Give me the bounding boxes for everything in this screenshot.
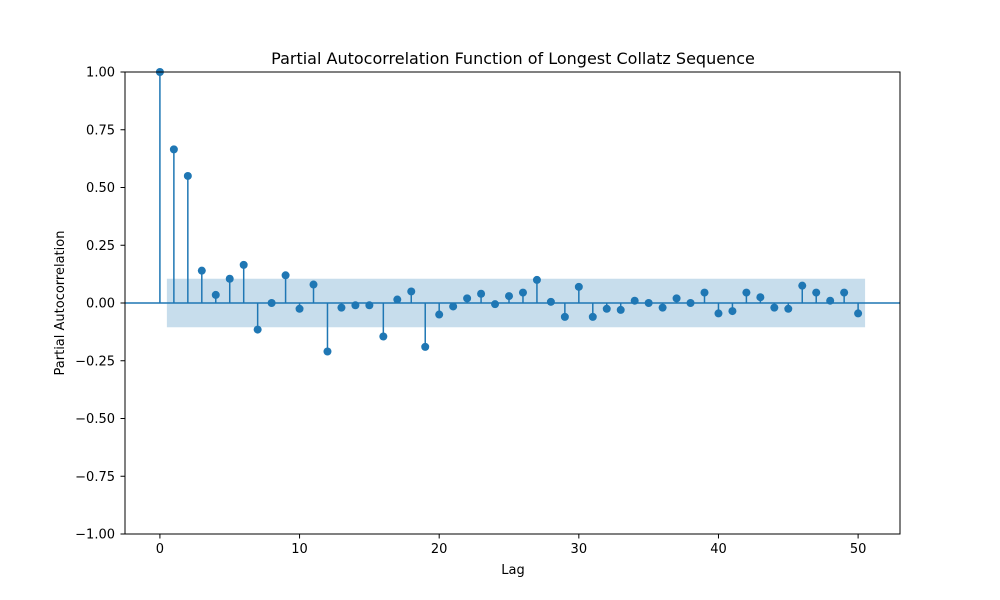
chart-title: Partial Autocorrelation Function of Long… — [271, 49, 755, 68]
x-tick-label: 10 — [291, 542, 308, 557]
tick-layer: 0 10 20 30 40 50 −1.00 −0.75 −0.50 −0.25 0.00 0.25 0… — [75, 66, 866, 558]
pacf-point — [840, 288, 849, 297]
pacf-point — [518, 288, 527, 297]
pacf-point — [463, 294, 472, 303]
pacf-point — [574, 282, 583, 291]
pacf-point — [183, 171, 192, 180]
y-axis-label: Partial Autocorrelation — [53, 231, 68, 376]
y-tick-label: −0.50 — [75, 412, 115, 427]
pacf-point — [854, 309, 863, 318]
pacf-point — [239, 260, 248, 269]
pacf-point — [393, 295, 402, 304]
pacf-point — [505, 292, 514, 301]
pacf-point — [253, 325, 262, 334]
pacf-point — [784, 304, 793, 313]
pacf-point — [449, 302, 458, 311]
pacf-point — [560, 312, 569, 321]
pacf-point — [169, 145, 178, 154]
y-tick-label: 1.00 — [86, 66, 115, 81]
y-tick-label: −0.25 — [75, 354, 115, 369]
x-tick-label: 40 — [710, 542, 727, 557]
pacf-point — [295, 304, 304, 313]
pacf-point — [379, 332, 388, 341]
x-tick-label: 30 — [571, 542, 588, 557]
pacf-point — [728, 307, 737, 316]
y-tick-label: 0.75 — [86, 123, 115, 138]
x-axis-label: Lag — [501, 563, 524, 578]
pacf-point — [700, 288, 709, 297]
pacf-point — [225, 274, 234, 283]
pacf-point — [616, 305, 625, 314]
y-tick-label: 0.00 — [86, 297, 115, 312]
pacf-point — [742, 288, 751, 297]
pacf-point — [491, 300, 500, 309]
pacf-point — [770, 303, 779, 312]
pacf-point — [602, 304, 611, 313]
y-tick-label: −0.75 — [75, 470, 115, 485]
x-tick-label: 0 — [156, 542, 164, 557]
pacf-point — [546, 297, 555, 306]
pacf-point — [337, 303, 346, 312]
pacf-point — [812, 288, 821, 297]
x-tick-label: 50 — [850, 542, 867, 557]
pacf-point — [588, 312, 597, 321]
pacf-point — [756, 293, 765, 302]
x-tick-label: 20 — [431, 542, 448, 557]
pacf-point — [211, 290, 220, 299]
stem-layer — [125, 68, 900, 356]
pacf-point — [323, 347, 332, 356]
pacf-point — [421, 342, 430, 351]
pacf-point — [798, 281, 807, 290]
pacf-point — [309, 280, 318, 289]
pacf-point — [532, 275, 541, 284]
pacf-point — [435, 310, 444, 319]
pacf-point — [477, 289, 486, 298]
pacf-point — [407, 287, 416, 296]
pacf-point — [672, 294, 681, 303]
pacf-point — [714, 309, 723, 318]
pacf-point — [281, 271, 290, 280]
pacf-point — [197, 266, 206, 275]
pacf-point — [658, 303, 667, 312]
y-tick-label: 0.25 — [86, 239, 115, 254]
y-tick-label: −1.00 — [75, 528, 115, 543]
y-tick-label: 0.50 — [86, 181, 115, 196]
